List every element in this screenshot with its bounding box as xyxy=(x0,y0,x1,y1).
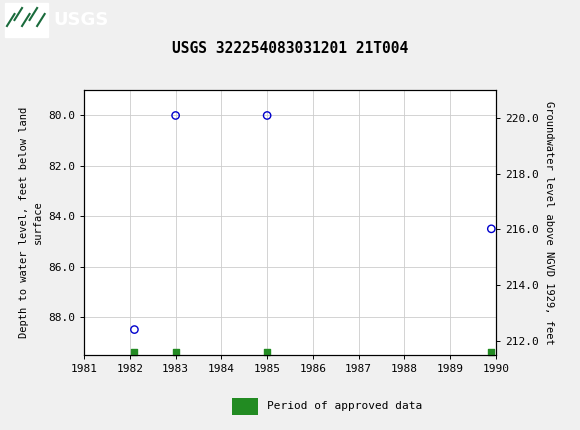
Point xyxy=(487,225,496,232)
Point xyxy=(130,326,139,333)
Point xyxy=(130,348,139,355)
Bar xyxy=(232,398,258,415)
Point xyxy=(171,348,180,355)
Text: Period of approved data: Period of approved data xyxy=(267,401,422,412)
Point xyxy=(263,348,272,355)
Y-axis label: Groundwater level above NGVD 1929, feet: Groundwater level above NGVD 1929, feet xyxy=(544,101,554,344)
Point xyxy=(487,348,496,355)
Point xyxy=(171,112,180,119)
FancyBboxPatch shape xyxy=(5,3,48,37)
Text: USGS: USGS xyxy=(53,11,108,29)
Point xyxy=(263,112,272,119)
Y-axis label: Depth to water level, feet below land
surface: Depth to water level, feet below land su… xyxy=(19,107,42,338)
Text: USGS 322254083031201 21T004: USGS 322254083031201 21T004 xyxy=(172,41,408,56)
